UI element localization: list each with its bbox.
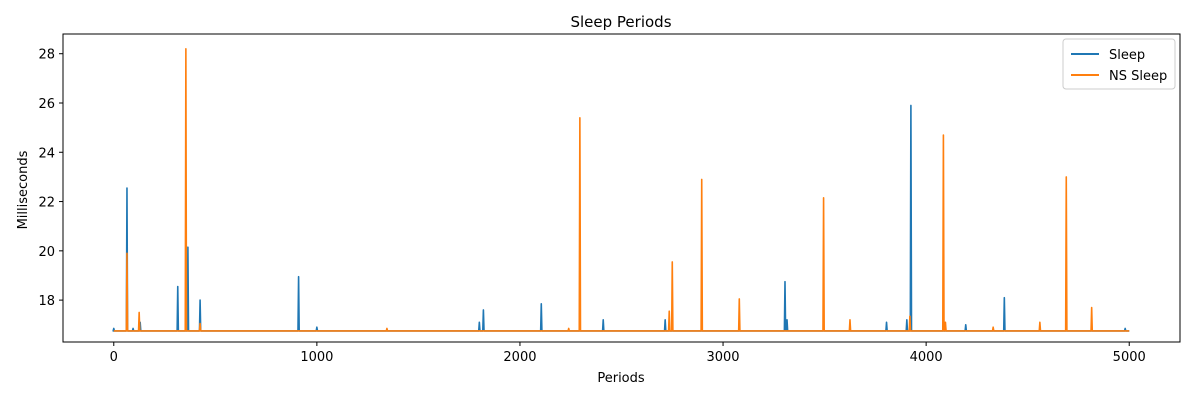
y-axis-label: Milliseconds	[16, 150, 31, 229]
x-tick-label-3000: 3000	[706, 350, 739, 365]
y-tick-label-24: 24	[38, 146, 55, 161]
x-tick-label-4000: 4000	[910, 350, 943, 365]
series-line-ns-sleep	[113, 47, 1130, 332]
y-tick-label-22: 22	[38, 196, 55, 211]
legend-label-sleep: Sleep	[1109, 48, 1145, 63]
y-tick-label-18: 18	[38, 294, 55, 309]
series-layer	[112, 47, 1130, 332]
y-tick-label-28: 28	[38, 48, 55, 63]
legend: Sleep NS Sleep	[1062, 38, 1176, 90]
x-tick-label-0: 0	[110, 350, 118, 365]
x-tick-label-1000: 1000	[300, 350, 333, 365]
x-axis-label: Periods	[597, 371, 645, 386]
chart-title: Sleep Periods	[570, 13, 671, 31]
y-axis: 18 20 22 24 26 28	[38, 48, 63, 309]
y-tick-label-20: 20	[38, 245, 55, 260]
legend-box	[1062, 38, 1176, 90]
x-tick-label-2000: 2000	[503, 350, 536, 365]
x-tick-label-5000: 5000	[1113, 350, 1146, 365]
legend-label-ns-sleep: NS Sleep	[1109, 69, 1167, 84]
x-axis: 0 1000 2000 3000 4000 5000	[110, 342, 1146, 365]
plot-area-frame	[62, 33, 1181, 343]
y-tick-label-26: 26	[38, 97, 55, 112]
